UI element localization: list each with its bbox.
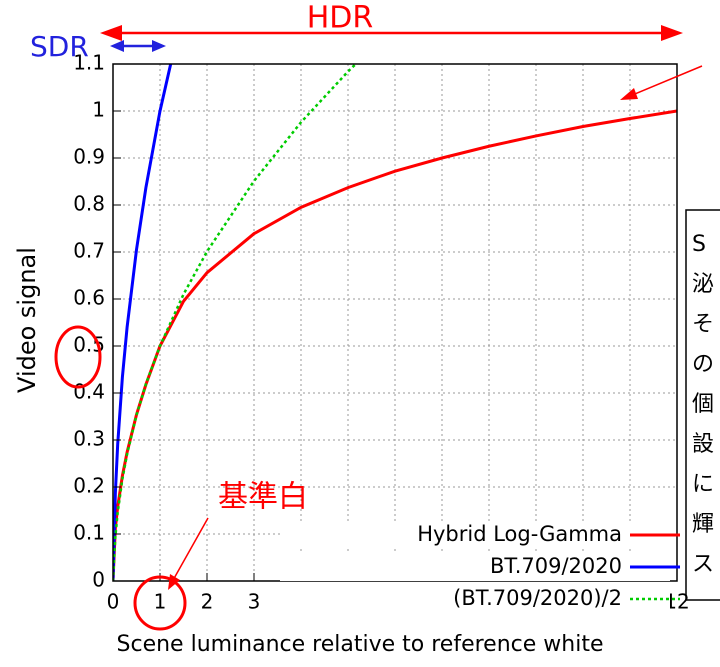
pointer-arrow <box>629 65 703 97</box>
hdr-arrowhead <box>661 25 683 41</box>
y-tick-label: 0.7 <box>73 239 105 263</box>
plot-frame <box>112 63 678 582</box>
sdr-arrowhead <box>110 40 124 52</box>
legend-label: Hybrid Log-Gamma <box>417 522 622 546</box>
side-box-line: そ <box>692 312 714 337</box>
legend-label: (BT.709/2020)/2 <box>453 586 622 610</box>
y-tick-label: 1 <box>92 98 105 122</box>
x-tick-label: 2 <box>201 590 214 614</box>
reference-white-label: 基準白 <box>218 480 308 515</box>
highlight-circle <box>54 325 102 389</box>
y-tick-label: 0.9 <box>73 145 105 169</box>
side-box-line: 輝 <box>692 512 714 537</box>
series-line <box>113 64 173 581</box>
pointer-arrow <box>171 517 209 583</box>
hdr-label: HDR <box>307 1 374 36</box>
legend: Hybrid Log-Gamma BT.709/2020 (BT.709/2020)… <box>280 521 680 613</box>
plot-lines <box>113 64 677 581</box>
side-box-line: 泌 <box>692 272 714 297</box>
x-tick-label: 3 <box>248 590 261 614</box>
hdr-arrowhead <box>100 25 122 41</box>
side-box-line: 個 <box>692 392 714 417</box>
side-box-line: 設 <box>692 432 714 457</box>
legend-bg <box>280 521 670 549</box>
x-axis-label: Scene luminance relative to reference wh… <box>117 632 604 657</box>
y-tick-label: 0.8 <box>73 192 105 216</box>
y-tick-label: 0.1 <box>73 521 105 545</box>
highlight-circle <box>133 575 187 631</box>
side-box-line: ス <box>692 552 714 577</box>
y-axis-label: Video signal <box>13 247 41 393</box>
y-tick-label: 0.3 <box>73 427 105 451</box>
y-tick-label: 0 <box>92 568 105 592</box>
grid <box>112 63 678 582</box>
x-tick-label: 0 <box>107 590 120 614</box>
x-tick-label: 1 <box>154 590 167 614</box>
legend-bg <box>280 553 670 581</box>
y-tick-label: 0.2 <box>73 474 105 498</box>
side-box <box>685 209 720 601</box>
side-box-line: の <box>692 352 714 377</box>
sdr-label: SDR <box>30 30 89 63</box>
legend-bg <box>280 585 670 613</box>
y-tick-label: 1.1 <box>73 51 105 75</box>
pointer-arrowhead <box>620 88 638 100</box>
legend-label: BT.709/2020 <box>490 554 622 578</box>
sdr-arrowhead <box>152 40 166 52</box>
y-tick-label: 0.6 <box>73 286 105 310</box>
side-box-line: S <box>692 232 706 257</box>
pointer-arrowhead <box>168 574 180 590</box>
series-line <box>113 64 358 581</box>
side-box-line: に <box>692 472 714 497</box>
